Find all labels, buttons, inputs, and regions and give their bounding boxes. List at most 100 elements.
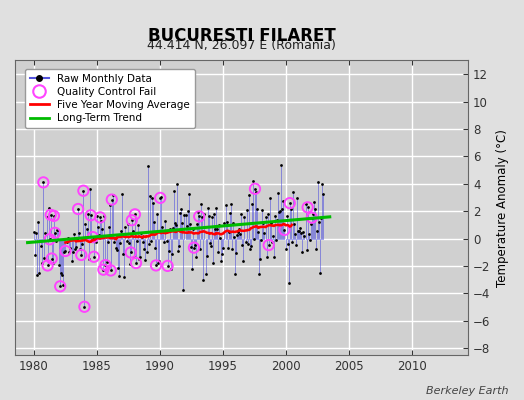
Point (165, 248, 173, 254)
Point (313, 228, 321, 234)
Point (128, 217, 136, 224)
Point (203, 205, 212, 211)
Point (250, 236, 258, 242)
Point (230, 234, 238, 240)
Point (316, 270, 324, 276)
Point (158, 224, 167, 230)
Point (73, 236, 81, 242)
Point (99, 266, 107, 273)
Point (231, 271, 239, 278)
Point (143, 248, 151, 255)
Point (166, 226, 174, 232)
Point (245, 192, 253, 198)
Point (159, 229, 168, 236)
Point (141, 257, 150, 264)
Point (273, 216, 281, 223)
Point (251, 186, 259, 192)
Point (224, 228, 233, 235)
Point (260, 230, 269, 236)
Point (228, 220, 237, 226)
Point (32, 230, 40, 236)
Point (100, 212, 108, 219)
Point (94, 224, 102, 230)
Point (256, 256, 265, 262)
Point (140, 246, 149, 252)
Point (180, 212, 189, 218)
Point (221, 202, 230, 208)
Point (175, 242, 183, 249)
Point (271, 213, 279, 219)
Point (92, 239, 100, 245)
Point (46, 236, 54, 242)
Point (79, 188, 88, 194)
Point (275, 208, 283, 215)
Point (54, 227, 62, 234)
Point (83, 211, 92, 218)
Point (128, 217, 136, 224)
Point (243, 207, 251, 213)
Point (75, 230, 83, 236)
Point (179, 287, 188, 294)
Point (261, 214, 270, 220)
Point (236, 231, 244, 237)
Point (49, 260, 57, 266)
Point (61, 248, 70, 254)
Point (235, 226, 243, 232)
Point (310, 199, 318, 205)
Point (267, 220, 275, 226)
Point (42, 214, 51, 220)
Point (198, 214, 206, 220)
Point (96, 214, 104, 221)
Point (170, 188, 178, 194)
Point (56, 283, 64, 290)
Point (315, 219, 323, 226)
Point (67, 236, 75, 242)
Point (167, 266, 175, 272)
Point (172, 222, 180, 228)
Point (237, 211, 246, 218)
Point (318, 180, 326, 187)
Point (152, 262, 160, 269)
Point (263, 253, 271, 260)
Point (144, 162, 152, 169)
Point (177, 206, 185, 213)
Point (253, 206, 261, 212)
Point (254, 229, 263, 235)
Point (41, 230, 50, 236)
Point (290, 221, 298, 227)
Point (46, 236, 54, 242)
Point (80, 304, 89, 310)
Point (132, 260, 140, 266)
Point (189, 226, 197, 232)
Point (33, 272, 41, 278)
Point (276, 208, 285, 214)
Point (149, 200, 157, 206)
Point (91, 236, 99, 242)
Point (314, 179, 322, 186)
Point (232, 250, 240, 256)
Point (38, 259, 47, 266)
Point (312, 245, 320, 252)
Point (176, 210, 184, 216)
Point (214, 249, 222, 256)
Point (223, 245, 232, 252)
Point (257, 237, 266, 244)
Point (241, 213, 249, 220)
Point (219, 245, 227, 251)
Point (216, 235, 224, 241)
Point (85, 186, 94, 192)
Point (61, 248, 70, 254)
Point (59, 282, 68, 288)
Point (233, 232, 241, 238)
Point (259, 220, 268, 226)
Point (192, 254, 200, 260)
Point (110, 238, 118, 245)
Point (205, 240, 214, 246)
Point (136, 254, 145, 260)
Point (295, 228, 303, 234)
Point (215, 222, 223, 228)
Point (148, 195, 156, 202)
Point (199, 277, 208, 283)
Point (300, 233, 309, 240)
Point (299, 228, 308, 235)
